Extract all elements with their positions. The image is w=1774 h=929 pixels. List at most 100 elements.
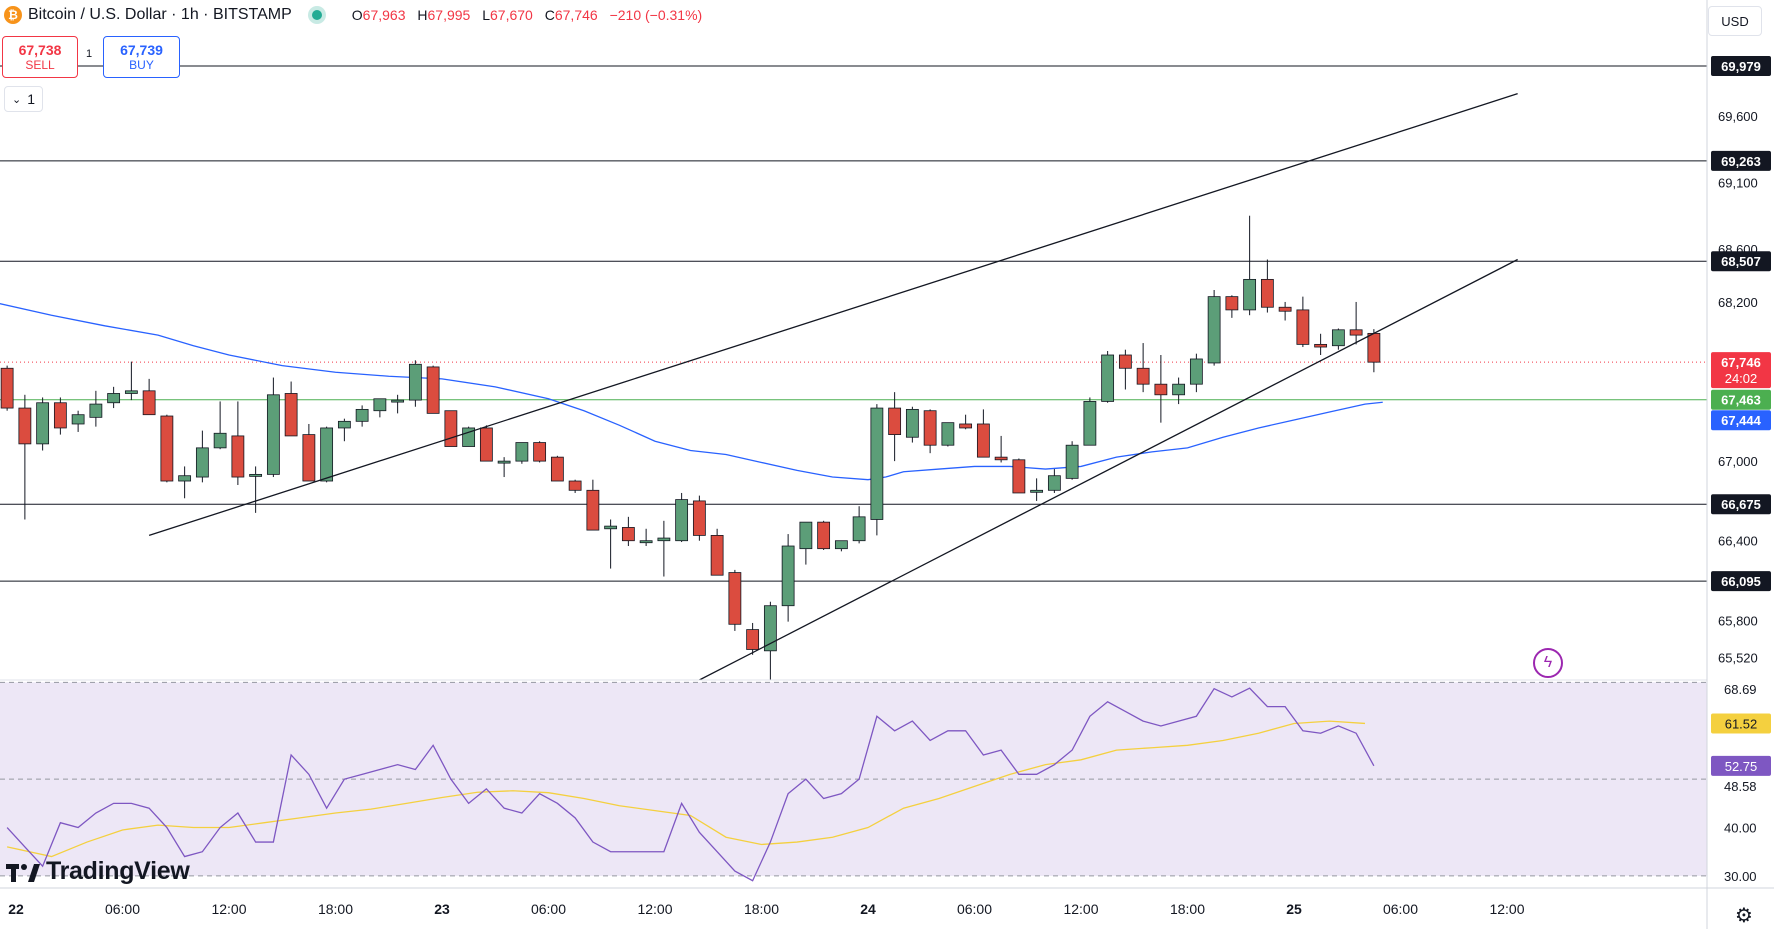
- candle: [1225, 296, 1239, 311]
- candle: [142, 390, 156, 416]
- time-tick-label: 25: [1286, 901, 1302, 917]
- candle: [994, 456, 1008, 461]
- tradingview-logo: TradingView: [6, 857, 190, 886]
- candle: [639, 540, 653, 544]
- symbol-title[interactable]: Bitcoin / U.S. Dollar · 1h · BITSTAMP: [28, 6, 292, 23]
- candle: [781, 545, 795, 607]
- candle: [710, 535, 724, 576]
- candle: [1331, 329, 1345, 347]
- candle: [1065, 444, 1079, 479]
- quantity-value: 1: [27, 91, 35, 107]
- rsi-tick-label: 48.58: [1724, 779, 1757, 794]
- buy-price: 67,739: [120, 42, 163, 58]
- price-tick-label: 68,200: [1718, 295, 1758, 310]
- level-price-tag-bg: [1711, 150, 1771, 171]
- candle: [18, 407, 32, 445]
- chevron-down-icon: ⌄: [11, 93, 22, 106]
- high-value: 67,995: [427, 7, 471, 23]
- spread-value: 1: [86, 48, 93, 60]
- sell-button[interactable]: 67,738 SELL: [2, 36, 78, 78]
- time-tick-label: 06:00: [957, 901, 992, 917]
- trendline-1: [699, 258, 1518, 680]
- candle: [1118, 354, 1132, 369]
- rsi-value-tag-bg: [1711, 755, 1771, 776]
- candle: [284, 393, 298, 437]
- candle: [1207, 296, 1221, 364]
- candle: [941, 422, 955, 446]
- rsi-value-tag-bg: [1711, 713, 1771, 734]
- candle: [249, 473, 263, 477]
- candle: [515, 442, 529, 462]
- ma-last-tag: 67,444: [1721, 413, 1762, 428]
- time-tick-label: 12:00: [637, 901, 672, 917]
- candle: [888, 407, 902, 435]
- ma-price-tag: 67,463: [1721, 393, 1761, 408]
- gear-icon[interactable]: ⚙: [1735, 905, 1753, 927]
- level-price-tag-bg: [1711, 494, 1771, 515]
- candle: [1367, 332, 1381, 363]
- candle: [1154, 383, 1168, 396]
- price-tick-label: 66,400: [1718, 534, 1758, 549]
- flash-icon[interactable]: ϟ: [1533, 648, 1563, 678]
- candle: [1136, 367, 1150, 385]
- time-tick-label: 23: [434, 901, 450, 917]
- candle: [976, 423, 990, 458]
- candle: [355, 408, 369, 422]
- level-price-tag: 66,095: [1721, 574, 1761, 589]
- candle: [568, 480, 582, 491]
- candle: [1260, 278, 1274, 308]
- moving-average-line: [0, 302, 1383, 481]
- rsi-tick-label: 68.69: [1724, 682, 1757, 697]
- rsi-signal-line: [6, 720, 1366, 858]
- change-value: −210 (−0.31%): [609, 7, 703, 23]
- candle: [479, 427, 493, 462]
- currency-label: USD: [1721, 13, 1749, 29]
- candle: [373, 398, 387, 412]
- candle: [1349, 329, 1363, 336]
- candle: [923, 410, 937, 446]
- currency-button[interactable]: USD: [1708, 6, 1762, 36]
- rsi-line: [6, 687, 1375, 882]
- price-tick-label: 67,000: [1718, 454, 1758, 469]
- level-price-tag: 69,263: [1721, 154, 1761, 169]
- candle: [1172, 383, 1186, 396]
- bar-countdown: 24:02: [1725, 371, 1758, 386]
- rsi-value-tag: 61.52: [1725, 716, 1758, 731]
- candle: [834, 540, 848, 550]
- candle: [320, 427, 334, 482]
- current-price-tag-bg: [1711, 352, 1771, 389]
- candle: [266, 394, 280, 475]
- time-tick-label: 06:00: [531, 901, 566, 917]
- rsi-tick-label: 30.00: [1724, 869, 1757, 884]
- market-status-icon: [311, 10, 322, 20]
- candle: [799, 521, 813, 550]
- candle: [870, 407, 884, 520]
- brand-label: TradingView: [46, 857, 190, 885]
- candle: [1047, 475, 1061, 491]
- trendline-0: [148, 93, 1518, 537]
- level-price-tag-bg: [1711, 251, 1771, 272]
- candle: [1189, 358, 1203, 385]
- level-price-tag: 69,979: [1721, 59, 1761, 74]
- candle: [89, 403, 103, 418]
- candle: [0, 367, 14, 409]
- price-tick-label: 69,600: [1718, 109, 1758, 124]
- quantity-select[interactable]: ⌄ 1: [4, 86, 43, 112]
- level-price-tag: 68,507: [1721, 254, 1761, 269]
- time-tick-label: 06:00: [105, 901, 140, 917]
- candle: [178, 475, 192, 482]
- candle: [213, 432, 227, 449]
- candle: [107, 393, 121, 404]
- time-tick-label: 18:00: [744, 901, 779, 917]
- chart-header: ₿ Bitcoin / U.S. Dollar · 1h · BITSTAMP …: [0, 0, 1700, 30]
- candle: [675, 499, 689, 542]
- buy-label: BUY: [129, 58, 154, 72]
- close-value: 67,746: [554, 7, 598, 23]
- candle: [763, 605, 777, 652]
- candle: [1314, 343, 1328, 348]
- candle: [817, 521, 831, 550]
- candle: [852, 516, 866, 542]
- buy-button[interactable]: 67,739 BUY: [103, 36, 180, 78]
- candle: [124, 390, 138, 394]
